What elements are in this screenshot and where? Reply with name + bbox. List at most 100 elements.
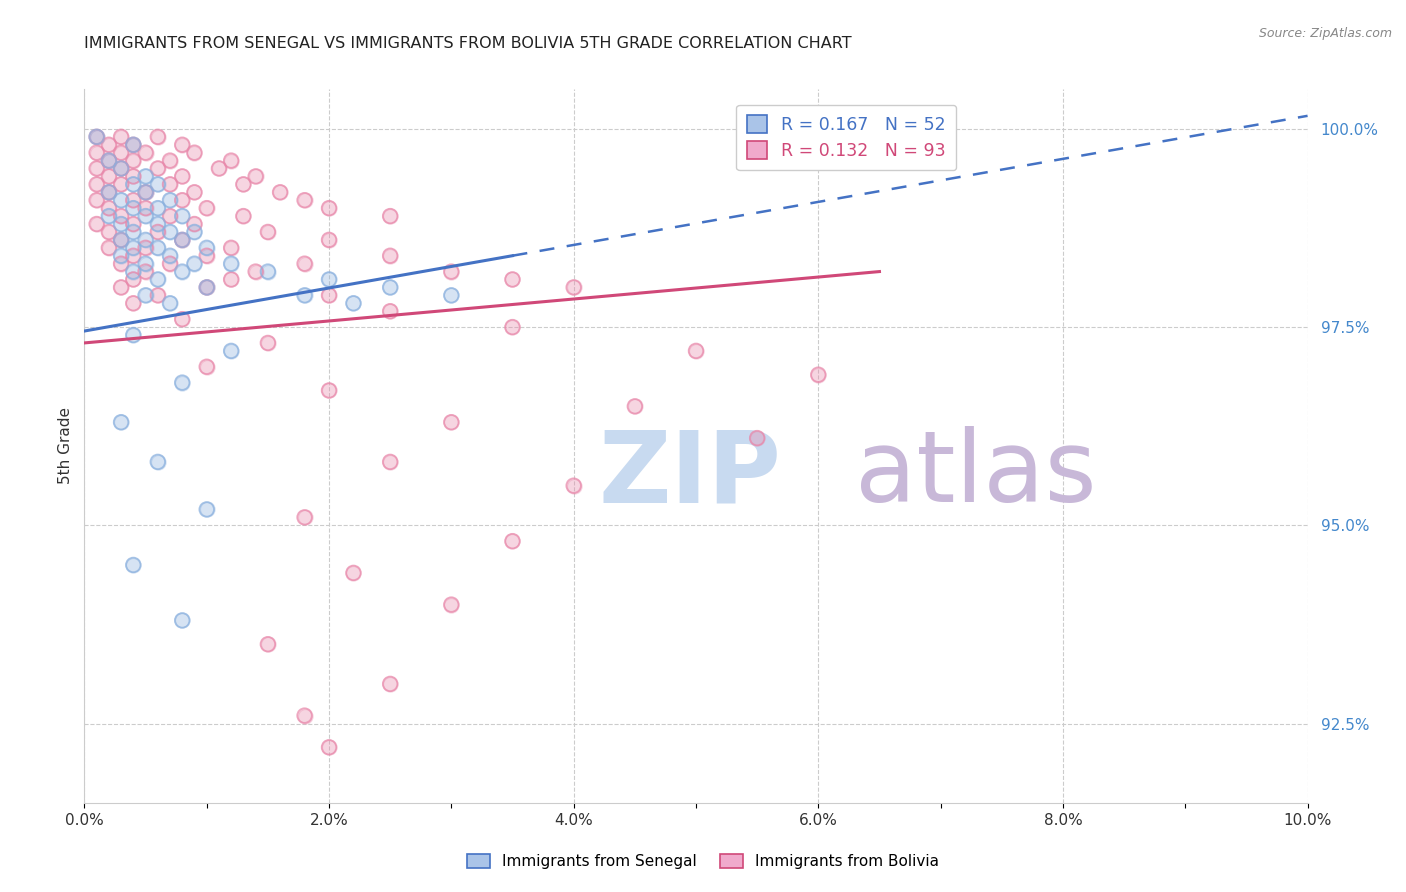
Point [183,186,205,200]
Point [269,186,291,200]
Point [318,384,340,398]
Point [122,241,145,255]
Point [110,161,132,176]
Point [122,178,145,192]
Point [195,241,218,255]
Point [183,225,205,239]
Point [159,296,181,310]
Point [135,145,157,160]
Text: ZIP: ZIP [598,426,780,523]
Point [195,280,218,294]
Point [245,169,267,184]
Point [685,343,707,358]
Point [110,233,132,247]
Point [146,241,169,255]
Point [110,161,132,176]
Point [135,241,157,255]
Point [146,201,169,215]
Point [146,129,169,144]
Point [122,558,145,572]
Point [135,288,157,302]
Point [122,296,145,310]
Point [122,558,145,572]
Point [219,153,242,168]
Point [110,233,132,247]
Legend: R = 0.167   N = 52, R = 0.132   N = 93: R = 0.167 N = 52, R = 0.132 N = 93 [737,105,956,170]
Point [195,359,218,374]
Point [122,217,145,231]
Point [86,129,108,144]
Point [562,280,585,294]
Point [624,400,647,414]
Point [159,225,181,239]
Point [219,153,242,168]
Point [440,264,463,278]
Point [269,186,291,200]
Point [110,161,132,176]
Point [195,502,218,516]
Point [172,233,194,247]
Point [86,145,108,160]
Point [172,233,194,247]
Point [172,376,194,390]
Point [122,137,145,152]
Point [97,186,120,200]
Point [110,193,132,207]
Point [135,186,157,200]
Point [146,225,169,239]
Point [183,217,205,231]
Point [195,280,218,294]
Point [342,296,364,310]
Point [86,145,108,160]
Point [294,510,316,524]
Point [110,161,132,176]
Point [110,209,132,223]
Point [172,209,194,223]
Point [208,161,231,176]
Point [195,280,218,294]
Point [294,193,316,207]
Point [294,193,316,207]
Point [97,153,120,168]
Point [318,740,340,755]
Point [380,209,402,223]
Point [440,415,463,429]
Point [195,280,218,294]
Point [110,257,132,271]
Point [624,400,647,414]
Text: Source: ZipAtlas.com: Source: ZipAtlas.com [1258,27,1392,40]
Point [110,249,132,263]
Point [245,169,267,184]
Point [110,415,132,429]
Point [146,161,169,176]
Point [502,272,524,286]
Point [135,201,157,215]
Point [440,288,463,302]
Point [135,264,157,278]
Point [257,335,280,350]
Point [146,201,169,215]
Point [183,186,205,200]
Point [219,241,242,255]
Point [86,178,108,192]
Point [97,225,120,239]
Point [135,209,157,223]
Point [86,161,108,176]
Point [122,328,145,343]
Point [110,233,132,247]
Point [110,217,132,231]
Point [208,161,231,176]
Point [135,241,157,255]
Point [159,249,181,263]
Point [110,257,132,271]
Point [380,304,402,318]
Point [86,161,108,176]
Point [172,376,194,390]
Point [318,288,340,302]
Point [135,233,157,247]
Point [318,272,340,286]
Point [97,169,120,184]
Point [86,129,108,144]
Point [294,288,316,302]
Point [502,534,524,549]
